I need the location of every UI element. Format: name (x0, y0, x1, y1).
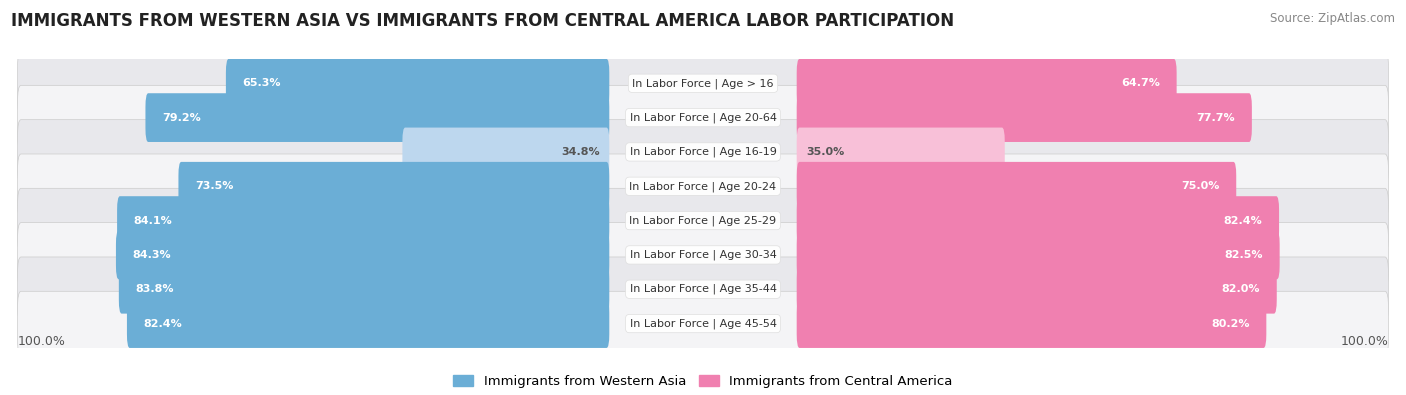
Text: 79.2%: 79.2% (162, 113, 201, 122)
Text: 84.3%: 84.3% (132, 250, 172, 260)
FancyBboxPatch shape (17, 223, 1389, 287)
Text: In Labor Force | Age 35-44: In Labor Force | Age 35-44 (630, 284, 776, 295)
FancyBboxPatch shape (797, 196, 1279, 245)
FancyBboxPatch shape (797, 265, 1277, 314)
Text: 65.3%: 65.3% (242, 78, 281, 88)
Text: 100.0%: 100.0% (17, 335, 66, 348)
Text: 73.5%: 73.5% (195, 181, 233, 191)
FancyBboxPatch shape (179, 162, 609, 211)
FancyBboxPatch shape (797, 128, 1005, 176)
Text: 75.0%: 75.0% (1181, 181, 1219, 191)
Text: 64.7%: 64.7% (1121, 78, 1160, 88)
FancyBboxPatch shape (17, 291, 1389, 356)
FancyBboxPatch shape (17, 154, 1389, 218)
Text: 80.2%: 80.2% (1212, 319, 1250, 329)
Text: 34.8%: 34.8% (561, 147, 599, 157)
Text: In Labor Force | Age > 16: In Labor Force | Age > 16 (633, 78, 773, 88)
Text: 84.1%: 84.1% (134, 216, 173, 226)
Text: In Labor Force | Age 20-64: In Labor Force | Age 20-64 (630, 112, 776, 123)
FancyBboxPatch shape (127, 299, 609, 348)
Text: 77.7%: 77.7% (1197, 113, 1236, 122)
Text: IMMIGRANTS FROM WESTERN ASIA VS IMMIGRANTS FROM CENTRAL AMERICA LABOR PARTICIPAT: IMMIGRANTS FROM WESTERN ASIA VS IMMIGRAN… (11, 12, 955, 30)
FancyBboxPatch shape (117, 196, 609, 245)
FancyBboxPatch shape (226, 59, 609, 108)
Text: 82.4%: 82.4% (1223, 216, 1263, 226)
FancyBboxPatch shape (17, 85, 1389, 150)
Text: In Labor Force | Age 16-19: In Labor Force | Age 16-19 (630, 147, 776, 157)
FancyBboxPatch shape (120, 265, 609, 314)
FancyBboxPatch shape (797, 59, 1177, 108)
FancyBboxPatch shape (797, 299, 1267, 348)
Text: In Labor Force | Age 20-24: In Labor Force | Age 20-24 (630, 181, 776, 192)
FancyBboxPatch shape (17, 120, 1389, 184)
FancyBboxPatch shape (797, 162, 1236, 211)
Text: In Labor Force | Age 45-54: In Labor Force | Age 45-54 (630, 318, 776, 329)
FancyBboxPatch shape (17, 51, 1389, 116)
Text: In Labor Force | Age 30-34: In Labor Force | Age 30-34 (630, 250, 776, 260)
FancyBboxPatch shape (17, 257, 1389, 322)
Legend: Immigrants from Western Asia, Immigrants from Central America: Immigrants from Western Asia, Immigrants… (449, 369, 957, 393)
Text: 83.8%: 83.8% (135, 284, 174, 294)
Text: Source: ZipAtlas.com: Source: ZipAtlas.com (1270, 12, 1395, 25)
FancyBboxPatch shape (17, 188, 1389, 253)
FancyBboxPatch shape (797, 93, 1251, 142)
FancyBboxPatch shape (402, 128, 609, 176)
Text: 82.4%: 82.4% (143, 319, 183, 329)
Text: In Labor Force | Age 25-29: In Labor Force | Age 25-29 (630, 215, 776, 226)
Text: 82.0%: 82.0% (1222, 284, 1260, 294)
Text: 82.5%: 82.5% (1225, 250, 1263, 260)
FancyBboxPatch shape (115, 231, 609, 279)
FancyBboxPatch shape (145, 93, 609, 142)
FancyBboxPatch shape (797, 231, 1279, 279)
Text: 35.0%: 35.0% (807, 147, 845, 157)
Text: 100.0%: 100.0% (1340, 335, 1389, 348)
